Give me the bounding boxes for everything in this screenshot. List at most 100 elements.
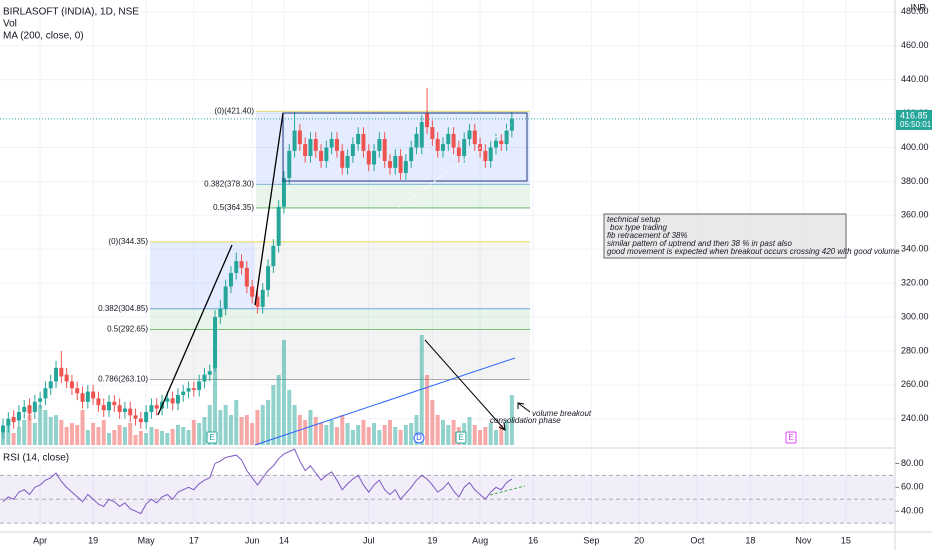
volume-bar: [324, 425, 329, 445]
volume-bar: [218, 410, 223, 445]
candle-body: [287, 150, 292, 178]
candle-body: [319, 150, 324, 162]
candle-body: [281, 178, 286, 207]
volume-bar: [303, 420, 308, 445]
countdown: 05:50:01: [900, 120, 932, 129]
currency: INR: [911, 2, 927, 12]
y-tick-label: 460.00: [901, 40, 929, 50]
annotation: consolidation phase: [490, 416, 561, 425]
volume-bar: [223, 405, 228, 445]
volume-bar: [154, 429, 159, 445]
annotation: volume breakout: [532, 409, 592, 418]
candle-body: [197, 381, 202, 390]
candle-body: [372, 150, 377, 165]
candle-body: [234, 261, 239, 273]
volume-bar: [467, 417, 472, 445]
candle-body: [483, 150, 488, 162]
arrow-head: [517, 402, 525, 409]
volume-bar: [250, 423, 255, 445]
volume-bar: [255, 410, 260, 445]
x-tick-label: 14: [279, 535, 289, 545]
volume-bar: [133, 435, 138, 445]
volume-bar: [266, 400, 271, 445]
candle-body: [32, 401, 37, 412]
volume-bar: [281, 340, 286, 445]
candle-body: [96, 398, 101, 406]
x-tick-label: Oct: [690, 535, 705, 545]
arrow-line: [424, 339, 506, 431]
volume-bar: [38, 405, 43, 445]
volume-bar: [409, 423, 414, 445]
volume-bar: [356, 425, 361, 445]
volume-bar: [334, 427, 339, 445]
y-tick-label: 340.00: [901, 244, 929, 254]
candle-body: [244, 267, 249, 287]
volume-bar: [85, 430, 90, 445]
candle-body: [191, 388, 196, 390]
volume-bar: [138, 431, 143, 445]
x-tick-label: May: [138, 535, 156, 545]
volume-bar: [425, 375, 430, 445]
candle-body: [266, 266, 271, 290]
event-label: D: [416, 433, 422, 442]
volume-bar: [202, 417, 207, 445]
fib-label: 0.382(304.85): [98, 304, 148, 313]
trend-line: [254, 112, 284, 306]
y-tick-label: 320.00: [901, 277, 929, 287]
volume-bar: [382, 425, 387, 445]
note-line: similar pattern of uptrend and then 38 %…: [607, 239, 793, 248]
volume-bar: [234, 400, 239, 445]
volume-bar: [451, 420, 456, 445]
volume-bar: [499, 425, 504, 445]
candle-body: [202, 374, 207, 382]
candle-body: [101, 405, 106, 411]
candle-body: [499, 140, 504, 145]
y-tick-label: 300.00: [901, 311, 929, 321]
x-tick-label: Jun: [245, 535, 260, 545]
candle-body: [356, 133, 361, 145]
volume-bar: [509, 395, 514, 445]
volume-bar: [107, 433, 112, 445]
candle-body: [440, 144, 445, 151]
x-tick-label: Sep: [583, 535, 599, 545]
candle-body: [154, 405, 159, 409]
volume-bar: [414, 415, 419, 445]
y-tick-label: 240.00: [901, 413, 929, 423]
rsi-line: [2, 448, 513, 515]
volume-bar: [64, 427, 69, 445]
trend-line: [394, 124, 513, 211]
candle-body: [186, 388, 191, 392]
volume-bar: [228, 415, 233, 445]
volume-bar: [308, 410, 313, 445]
candle-body: [223, 286, 228, 309]
note-line: technical setup: [607, 215, 661, 224]
volume-trend-line: [254, 357, 516, 446]
volume-bar: [32, 423, 37, 445]
volume-bar: [244, 415, 249, 445]
fib-label: 0.786(263.10): [98, 375, 148, 384]
indicator-label: MA (200, close, 0): [3, 31, 84, 42]
volume-bar: [345, 423, 350, 445]
volume-bar: [361, 420, 366, 445]
candle-body: [16, 411, 21, 421]
volume-bar: [372, 423, 377, 445]
candle-body: [393, 155, 398, 168]
candle-body: [292, 130, 297, 151]
volume-bar: [6, 425, 11, 445]
candle-body: [138, 418, 143, 423]
candle-body: [430, 127, 435, 140]
candle-body: [366, 150, 371, 165]
candle-body: [175, 394, 180, 404]
volume-bar: [96, 427, 101, 445]
volume-bar: [504, 420, 509, 445]
volume-bar: [350, 430, 355, 445]
volume-bar: [122, 427, 127, 445]
candle-body: [313, 139, 318, 151]
volume-bar: [292, 405, 297, 445]
volume-bar: [43, 410, 48, 445]
candle-body: [69, 381, 74, 389]
volume-bar: [165, 433, 170, 445]
volume-bar: [387, 420, 392, 445]
candle-body: [22, 406, 27, 412]
volume-bar: [493, 430, 498, 445]
